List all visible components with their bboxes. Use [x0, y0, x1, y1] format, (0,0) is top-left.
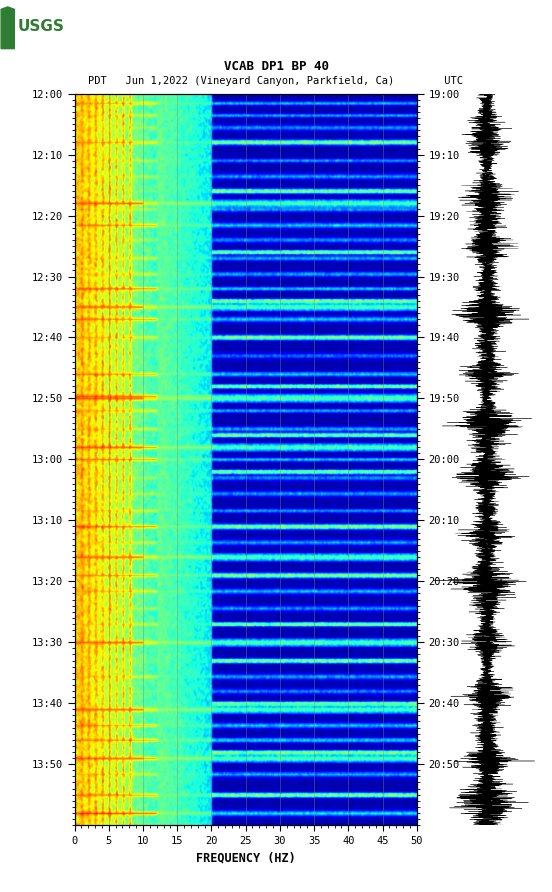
- X-axis label: FREQUENCY (HZ): FREQUENCY (HZ): [196, 851, 295, 864]
- Text: PDT   Jun 1,2022 (Vineyard Canyon, Parkfield, Ca)        UTC: PDT Jun 1,2022 (Vineyard Canyon, Parkfie…: [88, 76, 464, 86]
- Text: USGS: USGS: [18, 19, 65, 34]
- Text: VCAB DP1 BP 40: VCAB DP1 BP 40: [224, 60, 328, 72]
- Polygon shape: [1, 7, 14, 49]
